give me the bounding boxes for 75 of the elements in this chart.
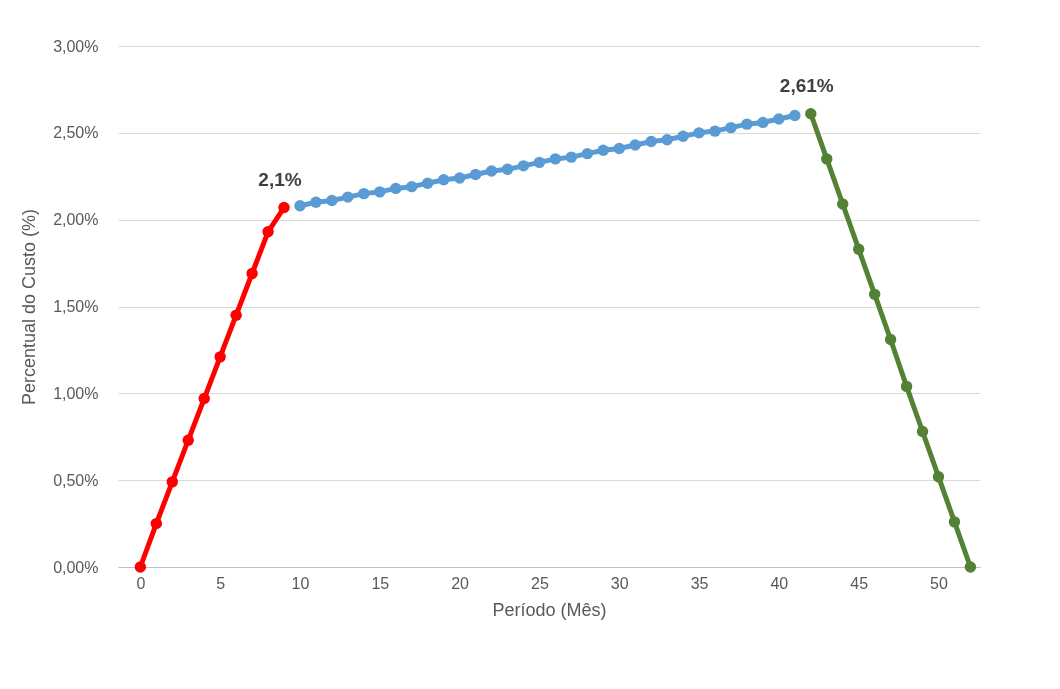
point: [262, 226, 274, 238]
point: [821, 153, 833, 165]
point: [900, 380, 913, 393]
point: [406, 180, 418, 193]
point: [693, 127, 705, 139]
point: [230, 309, 242, 321]
point: [134, 561, 147, 573]
point: [741, 118, 753, 130]
point: [884, 333, 897, 346]
point: [150, 517, 163, 530]
point: [182, 434, 194, 446]
y-tick-label: 1,00%: [53, 384, 99, 402]
point: [565, 151, 578, 163]
x-tick-label: 25: [531, 574, 549, 592]
point: [581, 147, 594, 160]
point: [757, 116, 769, 129]
point: [166, 476, 178, 488]
point: [453, 172, 466, 184]
point: [421, 177, 434, 189]
point: [310, 196, 322, 208]
annotation: 2,61%: [779, 74, 834, 96]
point: [533, 156, 546, 169]
y-tick-label: 0,00%: [53, 558, 99, 576]
point: [725, 121, 737, 134]
point: [358, 187, 370, 200]
x-tick-label: 10: [291, 574, 310, 592]
x-tick-label: 0: [136, 574, 146, 592]
y-tick-label: 3,00%: [53, 37, 99, 55]
y-tick-label: 2,00%: [53, 211, 99, 229]
point: [246, 267, 258, 280]
point: [469, 168, 482, 181]
point: [948, 516, 961, 528]
point: [198, 392, 210, 405]
point: [613, 142, 625, 155]
y-axis-title: Percentual do Custo (%): [19, 208, 40, 406]
annotation: 2,1%: [258, 168, 302, 190]
point: [789, 109, 801, 122]
point: [868, 288, 881, 301]
point: [932, 471, 945, 483]
point: [374, 186, 386, 198]
point: [916, 425, 929, 438]
y-tick-label: 2,50%: [53, 124, 99, 142]
point: [390, 182, 402, 195]
point: [517, 160, 530, 172]
x-tick-label: 35: [690, 574, 709, 592]
x-tick-label: 20: [451, 574, 470, 592]
point: [214, 351, 226, 363]
point: [342, 191, 354, 203]
point: [661, 134, 673, 146]
point: [805, 108, 817, 120]
x-tick-label: 50: [930, 574, 948, 592]
point: [278, 201, 290, 214]
x-tick-label: 40: [770, 574, 789, 592]
point: [837, 198, 849, 210]
x-axis-title: Período (Mês): [492, 599, 607, 620]
point: [852, 243, 865, 255]
x-tick-label: 45: [850, 574, 869, 592]
point: [326, 194, 338, 207]
point: [294, 200, 306, 212]
point: [501, 163, 514, 175]
point: [677, 130, 689, 142]
x-tick-label: 30: [610, 574, 629, 592]
x-tick-label: 15: [371, 574, 390, 592]
point: [437, 174, 450, 186]
y-tick-label: 0,50%: [53, 471, 99, 489]
point: [964, 561, 977, 573]
point: [597, 144, 609, 156]
point: [549, 153, 562, 165]
point: [629, 139, 641, 151]
point: [645, 135, 657, 148]
point: [709, 125, 721, 137]
x-tick-label: 5: [216, 574, 226, 592]
point: [485, 165, 498, 177]
y-tick-label: 1,50%: [53, 298, 99, 315]
point: [773, 113, 785, 125]
